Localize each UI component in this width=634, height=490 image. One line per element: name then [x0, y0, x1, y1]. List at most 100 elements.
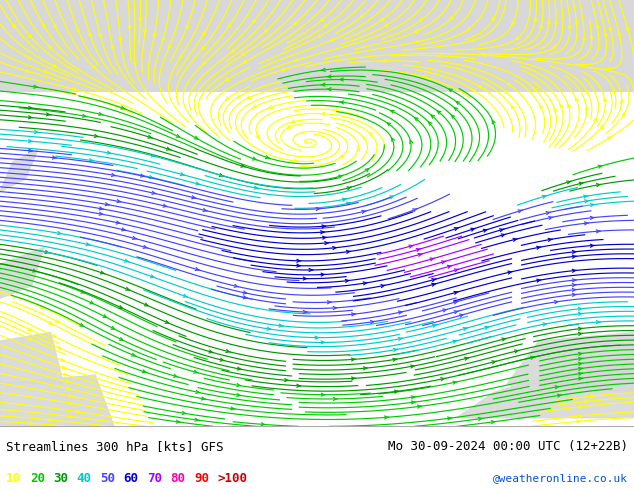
FancyArrowPatch shape — [290, 120, 295, 122]
FancyArrowPatch shape — [485, 326, 489, 329]
FancyArrowPatch shape — [194, 136, 198, 139]
FancyArrowPatch shape — [431, 115, 434, 118]
FancyArrowPatch shape — [29, 106, 33, 109]
FancyArrowPatch shape — [363, 282, 368, 285]
FancyArrowPatch shape — [460, 314, 464, 317]
FancyArrowPatch shape — [297, 259, 301, 262]
FancyArrowPatch shape — [320, 18, 324, 21]
FancyArrowPatch shape — [479, 417, 482, 420]
FancyArrowPatch shape — [203, 32, 205, 36]
FancyArrowPatch shape — [531, 356, 535, 359]
Text: 20: 20 — [30, 472, 45, 485]
FancyArrowPatch shape — [454, 301, 458, 304]
FancyArrowPatch shape — [492, 361, 496, 364]
FancyArrowPatch shape — [391, 110, 394, 113]
FancyArrowPatch shape — [585, 400, 589, 403]
FancyArrowPatch shape — [29, 149, 33, 152]
FancyArrowPatch shape — [323, 236, 327, 239]
FancyArrowPatch shape — [548, 238, 552, 241]
FancyArrowPatch shape — [467, 27, 471, 30]
FancyArrowPatch shape — [152, 154, 156, 157]
FancyArrowPatch shape — [578, 352, 583, 355]
FancyArrowPatch shape — [45, 250, 49, 253]
FancyArrowPatch shape — [82, 114, 87, 117]
FancyArrowPatch shape — [621, 100, 623, 103]
FancyArrowPatch shape — [53, 64, 56, 67]
FancyArrowPatch shape — [578, 307, 583, 311]
FancyArrowPatch shape — [578, 332, 583, 335]
FancyArrowPatch shape — [573, 279, 576, 282]
FancyArrowPatch shape — [579, 377, 583, 380]
FancyArrowPatch shape — [618, 33, 621, 37]
FancyArrowPatch shape — [622, 112, 625, 116]
FancyArrowPatch shape — [321, 273, 325, 276]
FancyArrowPatch shape — [254, 186, 259, 189]
FancyArrowPatch shape — [69, 402, 74, 405]
FancyArrowPatch shape — [534, 18, 537, 22]
FancyArrowPatch shape — [324, 24, 327, 27]
FancyArrowPatch shape — [607, 137, 611, 140]
FancyArrowPatch shape — [590, 203, 595, 206]
FancyArrowPatch shape — [419, 18, 423, 22]
Text: @weatheronline.co.uk: @weatheronline.co.uk — [493, 473, 628, 484]
FancyArrowPatch shape — [351, 358, 356, 361]
FancyArrowPatch shape — [116, 221, 120, 224]
FancyArrowPatch shape — [534, 88, 537, 91]
FancyArrowPatch shape — [567, 104, 571, 108]
FancyArrowPatch shape — [470, 39, 475, 42]
Text: 50: 50 — [100, 472, 115, 485]
FancyArrowPatch shape — [346, 250, 351, 253]
FancyArrowPatch shape — [148, 135, 152, 138]
FancyArrowPatch shape — [370, 133, 373, 136]
FancyArrowPatch shape — [346, 279, 349, 282]
FancyArrowPatch shape — [256, 135, 259, 138]
Text: Streamlines 300 hPa [kts] GFS: Streamlines 300 hPa [kts] GFS — [6, 441, 224, 453]
Text: 70: 70 — [147, 472, 162, 485]
FancyArrowPatch shape — [585, 222, 589, 225]
FancyArrowPatch shape — [398, 338, 403, 341]
FancyArrowPatch shape — [451, 115, 455, 118]
FancyArrowPatch shape — [58, 232, 62, 235]
FancyArrowPatch shape — [505, 91, 508, 94]
FancyArrowPatch shape — [53, 156, 56, 159]
FancyArrowPatch shape — [279, 324, 283, 327]
FancyArrowPatch shape — [548, 22, 551, 25]
FancyArrowPatch shape — [333, 397, 337, 400]
FancyArrowPatch shape — [231, 49, 235, 52]
FancyArrowPatch shape — [297, 264, 301, 267]
FancyArrowPatch shape — [60, 358, 65, 361]
FancyArrowPatch shape — [196, 391, 200, 393]
FancyArrowPatch shape — [518, 210, 522, 213]
FancyArrowPatch shape — [598, 165, 603, 168]
FancyArrowPatch shape — [327, 88, 331, 91]
FancyArrowPatch shape — [280, 68, 285, 71]
FancyArrowPatch shape — [99, 112, 103, 116]
FancyArrowPatch shape — [44, 70, 49, 73]
Text: 60: 60 — [124, 472, 139, 485]
FancyArrowPatch shape — [49, 321, 52, 324]
FancyArrowPatch shape — [456, 101, 460, 104]
FancyArrowPatch shape — [579, 372, 583, 375]
Bar — [0, 0, 634, 92]
Text: 90: 90 — [194, 472, 209, 485]
FancyArrowPatch shape — [226, 97, 230, 100]
FancyArrowPatch shape — [261, 423, 266, 426]
FancyArrowPatch shape — [234, 284, 238, 287]
FancyArrowPatch shape — [514, 350, 519, 353]
FancyArrowPatch shape — [578, 357, 583, 360]
FancyArrowPatch shape — [573, 250, 576, 253]
FancyArrowPatch shape — [167, 147, 171, 150]
FancyArrowPatch shape — [46, 113, 51, 116]
FancyArrowPatch shape — [586, 90, 589, 94]
FancyArrowPatch shape — [327, 301, 332, 304]
FancyArrowPatch shape — [196, 182, 200, 185]
FancyArrowPatch shape — [34, 85, 38, 88]
FancyArrowPatch shape — [322, 225, 326, 228]
FancyArrowPatch shape — [573, 269, 576, 272]
FancyArrowPatch shape — [209, 350, 214, 353]
FancyArrowPatch shape — [540, 105, 543, 109]
FancyArrowPatch shape — [448, 417, 452, 420]
FancyArrowPatch shape — [32, 269, 37, 272]
Text: 40: 40 — [77, 472, 92, 485]
FancyArrowPatch shape — [243, 60, 247, 63]
